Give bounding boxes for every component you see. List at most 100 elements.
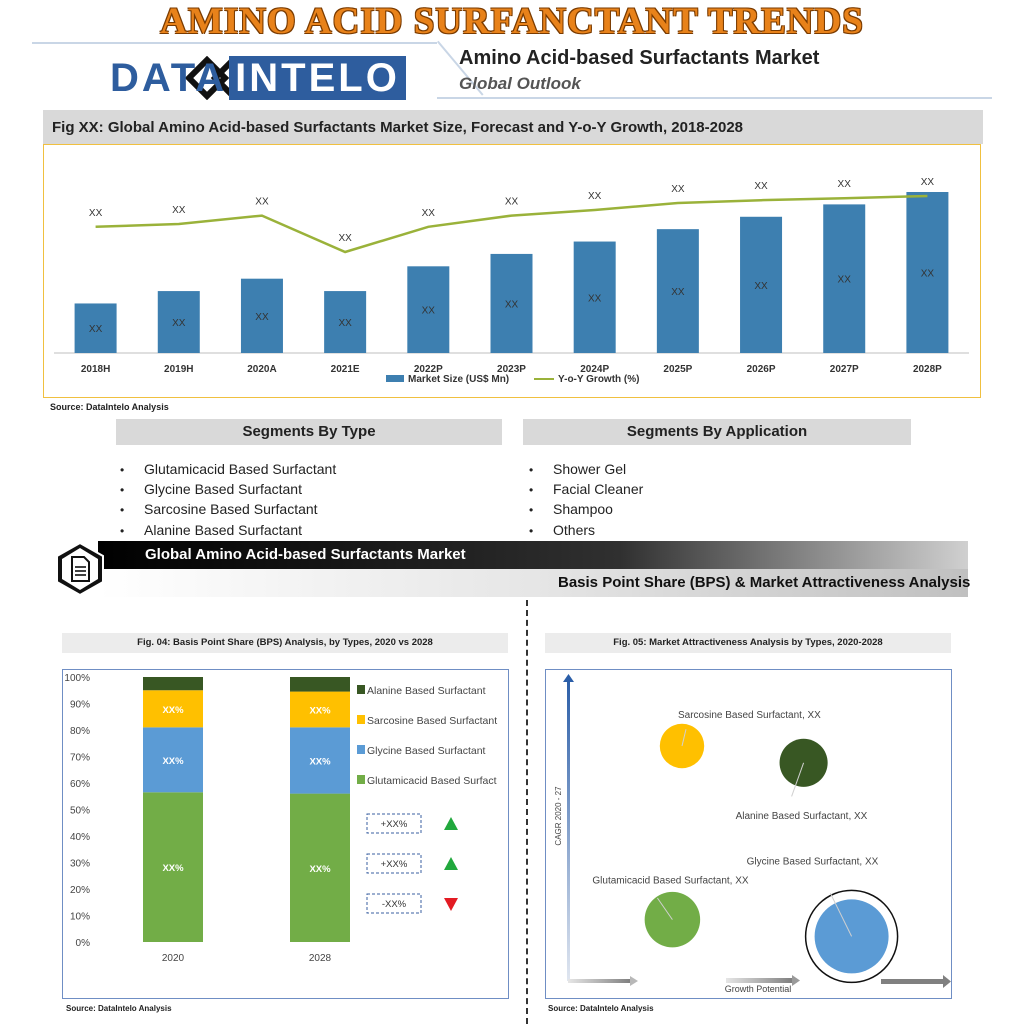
list-item: Facial Cleaner <box>525 480 643 500</box>
growth-arrowhead-right <box>943 975 951 988</box>
section-divider <box>526 600 528 1024</box>
bps-change-box <box>366 893 422 914</box>
segment-data-label: XX% <box>162 863 184 874</box>
bar-data-label: XX <box>255 312 269 323</box>
legend-label: Glutamicacid Based Surfact <box>367 775 497 787</box>
list-item: Shower Gel <box>525 460 643 480</box>
line-data-label: XX <box>422 208 436 219</box>
legend-label: Glycine Based Surfactant <box>367 745 486 757</box>
main-title: AMINO ACID SURFANCTANT TRENDS <box>160 1 864 42</box>
fig5-frame <box>545 669 952 999</box>
line-data-label: XX <box>172 205 186 216</box>
x-axis-arrowhead <box>630 976 638 986</box>
legend-swatch <box>357 685 365 694</box>
bar <box>573 241 616 353</box>
fig1-header <box>43 110 983 144</box>
x-tick-label: 2027P <box>830 364 859 375</box>
fig4-source: Source: DataIntelo Analysis <box>66 1004 172 1013</box>
legend-label-yoy: Y-o-Y Growth (%) <box>558 374 639 385</box>
x-tick-label: 2019H <box>164 364 193 375</box>
line-data-label: XX <box>838 179 852 190</box>
y-tick-label: 10% <box>70 912 90 923</box>
bar <box>74 303 117 353</box>
bar <box>407 266 450 353</box>
x-tick-label: 2026P <box>747 364 776 375</box>
y-tick-label: 70% <box>70 753 90 764</box>
bar-data-label: XX <box>838 275 852 286</box>
legend-swatch <box>357 715 365 724</box>
segments-by-application-list: Shower Gel Facial Cleaner Shampoo Others <box>525 460 643 541</box>
legend-label: Sarcosine Based Surfactant <box>367 715 497 727</box>
line-data-label: XX <box>588 191 602 202</box>
y-tick-label: 90% <box>70 700 90 711</box>
growth-arrowhead <box>792 975 800 986</box>
arrow-up-icon <box>444 817 458 830</box>
y-tick-label: 100% <box>64 673 90 684</box>
segments-by-type-list: Glutamicacid Based Surfactant Glycine Ba… <box>116 460 336 541</box>
bar-data-label: XX <box>671 287 685 298</box>
list-item: Others <box>525 521 643 541</box>
title-rule <box>32 42 437 44</box>
bubble <box>779 738 828 787</box>
bar-data-label: XX <box>588 293 602 304</box>
bar-data-label: XX <box>921 269 935 280</box>
document-icon <box>56 541 104 597</box>
bubble-leader-line <box>681 729 687 747</box>
stacked-bar-segment <box>143 677 203 691</box>
line-data-label: XX <box>754 181 768 192</box>
list-item: Glycine Based Surfactant <box>116 480 336 500</box>
y-tick-label: 50% <box>70 806 90 817</box>
segment-data-label: XX% <box>309 756 331 767</box>
fig4-title: Fig. 04: Basis Point Share (BPS) Analysi… <box>62 633 508 653</box>
logo-text-intelo: INTELO <box>229 56 406 100</box>
logo: DATA INTELO <box>110 56 406 100</box>
y-tick-label: 0% <box>76 938 91 949</box>
y-tick-label: 80% <box>70 726 90 737</box>
x-tick-label: 2020 <box>162 953 185 964</box>
bubble-label: Sarcosine Based Surfactant, XX <box>678 710 821 721</box>
stacked-bar-segment <box>290 727 350 794</box>
attractiveness-bubble-chart: Growth Potential CAGR 2020 - 27 Sarcosine … <box>554 674 951 994</box>
bubble-label: Alanine Based Surfactant, XX <box>736 811 868 822</box>
bubble-label: Glycine Based Surfactant, XX <box>747 856 879 867</box>
stacked-bar-segment <box>290 793 350 942</box>
fig1-source: Source: DataIntelo Analysis <box>50 402 169 412</box>
bar-data-label: XX <box>89 324 103 335</box>
fig1-frame <box>43 144 981 398</box>
segments-by-type-header: Segments By Type <box>116 419 502 445</box>
line-data-label: XX <box>338 233 352 244</box>
x-axis-arrow <box>568 979 630 983</box>
line-data-label: XX <box>921 177 935 188</box>
arrow-down-icon <box>444 898 458 911</box>
bar <box>157 291 200 353</box>
bar <box>740 216 783 353</box>
stacked-bar-segment <box>143 727 203 793</box>
list-item: Shampoo <box>525 500 643 520</box>
list-item: Alanine Based Surfactant <box>116 521 336 541</box>
x-tick-label: 2022P <box>414 364 443 375</box>
segment-data-label: XX% <box>309 705 331 716</box>
bar <box>656 229 699 353</box>
fig5-title: Fig. 05: Market Attractiveness Analysis … <box>545 633 951 653</box>
y-tick-label: 60% <box>70 779 90 790</box>
y-axis-label: CAGR 2020 - 27 <box>554 786 563 846</box>
report-title: Amino Acid-based Surfactants Market <box>459 47 820 69</box>
bar-data-label: XX <box>505 299 519 310</box>
legend-swatch <box>357 775 365 784</box>
arrow-up-icon <box>444 857 458 870</box>
list-item: Sarcosine Based Surfactant <box>116 500 336 520</box>
bps-change-label: +XX% <box>381 819 408 830</box>
bar <box>490 253 533 353</box>
x-tick-label: 2025P <box>663 364 692 375</box>
banner-subtitle: Basis Point Share (BPS) & Market Attract… <box>558 574 971 591</box>
banner-title: Global Amino Acid-based Surfactants Mark… <box>145 546 466 563</box>
bar <box>823 204 866 353</box>
x-tick-label: 2020A <box>247 364 276 375</box>
growth-arrow <box>726 978 792 983</box>
line-data-label: XX <box>255 197 269 208</box>
fig4-frame <box>62 669 509 999</box>
bps-stacked-chart: 0% 10% 20% 30% 40% 50% 60% 70% 80% 90% 100% XX% XX% X… <box>64 673 497 964</box>
stacked-bar-segment <box>143 690 203 728</box>
fig1-title: Fig XX: Global Amino Acid-based Surfacta… <box>52 119 744 136</box>
x-tick-label: 2028P <box>913 364 942 375</box>
